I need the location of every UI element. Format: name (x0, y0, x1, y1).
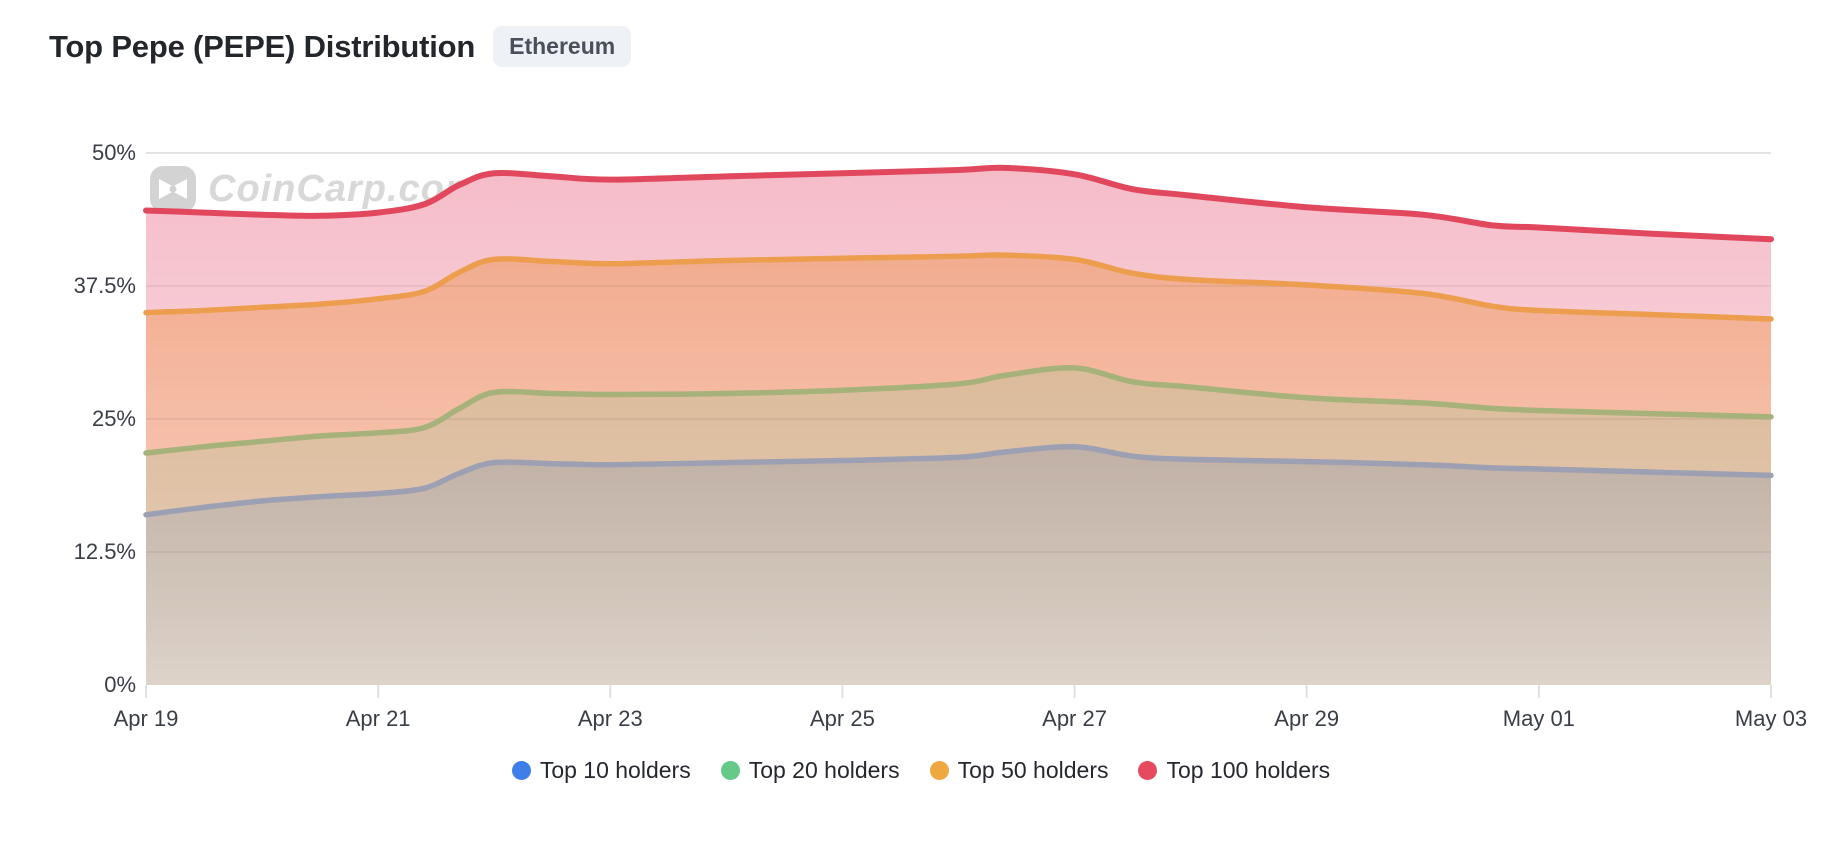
line-top-20-holders (143, 365, 1774, 456)
line-top-50-holders (143, 252, 1774, 322)
legend-item-top-20-holders[interactable]: Top 20 holders (720, 757, 900, 784)
y-axis-label-25%: 25% (91, 406, 136, 431)
watermark: CoinCarp.com (150, 166, 480, 212)
x-axis-label-may-01: May 01 (1502, 706, 1575, 731)
legend-dot-top-20-holders (720, 761, 740, 780)
legend-label: Top 20 holders (748, 757, 900, 783)
legend-item-top-100-holders[interactable]: Top 100 holders (1138, 757, 1330, 784)
x-axis-label-apr-25: Apr 25 (810, 706, 875, 731)
legend-dot-top-100-holders (1138, 761, 1158, 780)
y-axis-label-12.5%: 12.5% (73, 539, 136, 564)
line-top-100-holders (143, 164, 1774, 243)
page-title: Top Pepe (PEPE) Distribution (49, 28, 476, 64)
legend-label: Top 100 holders (1166, 757, 1331, 783)
y-axis-label-37.5%: 37.5% (73, 273, 136, 298)
y-axis-label-0%: 0% (104, 672, 136, 697)
x-axis-label-apr-29: Apr 29 (1274, 706, 1340, 731)
legend-item-top-50-holders[interactable]: Top 50 holders (929, 757, 1109, 784)
legend-label: Top 10 holders (539, 757, 691, 783)
chart-header: Top Pepe (PEPE) Distribution Ethereum (49, 26, 632, 67)
legend-item-top-10-holders[interactable]: Top 10 holders (511, 757, 691, 784)
x-axis-label-apr-27: Apr 27 (1042, 706, 1107, 731)
line-top-10-holders (143, 443, 1774, 518)
legend-label: Top 50 holders (957, 757, 1109, 783)
area-top-100-holders (146, 167, 1771, 319)
area-top-50-holders (146, 254, 1771, 453)
x-axis-label-apr-21: Apr 21 (345, 706, 411, 731)
network-badge: Ethereum (493, 26, 632, 67)
y-axis-label-50%: 50% (91, 140, 136, 165)
x-axis-label-apr-23: Apr 23 (577, 706, 643, 731)
x-axis-label-may-03: May 03 (1734, 706, 1808, 731)
chart-legend: Top 10 holders Top 20 holders Top 50 holde… (0, 757, 1842, 784)
legend-dot-top-10-holders (511, 761, 531, 780)
area-top-10-holders (146, 446, 1771, 685)
coincarp-logo-icon (150, 166, 196, 212)
legend-dot-top-50-holders (929, 761, 949, 780)
x-axis-label-apr-19: Apr 19 (113, 706, 179, 731)
area-top-20-holders (146, 367, 1771, 515)
